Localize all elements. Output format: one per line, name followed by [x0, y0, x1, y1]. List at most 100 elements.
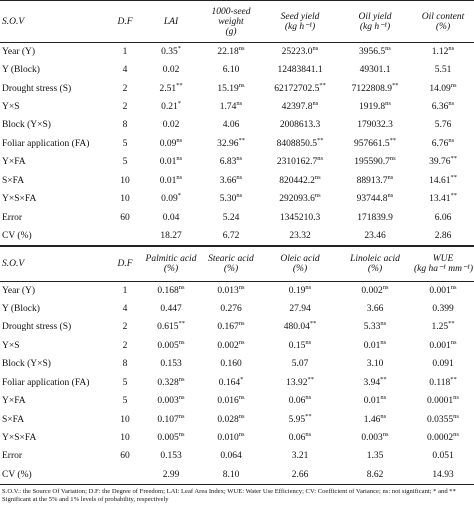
significance: ** [450, 375, 457, 383]
value: 2.86 [434, 230, 452, 241]
cell: 0.003ns [338, 429, 412, 447]
cell: 0.001ns [412, 337, 474, 355]
significance: * [177, 44, 181, 52]
value: 2.51 [159, 83, 177, 94]
value: 3.10 [366, 359, 384, 370]
source: Error [0, 208, 108, 226]
header-line: (%) [292, 263, 308, 274]
source: Y×S [0, 337, 108, 355]
header-row: S.O.V D.F Palmitic acid (%) Stearic acid (%) O… [0, 246, 474, 282]
significance: ns [448, 100, 455, 108]
value: 0.06 [288, 433, 306, 444]
column-header: S.O.V [0, 246, 108, 281]
value: 32.96 [217, 138, 239, 149]
cell: 0.09* [142, 190, 200, 208]
significance: ** [176, 81, 183, 89]
cell: 0.091 [412, 355, 474, 373]
significance: ** [309, 320, 317, 328]
significance: ns [382, 283, 389, 291]
value: 27.94 [289, 303, 311, 314]
significance: ns [450, 81, 457, 89]
row: Foliar application (FA) 5 0.09ns 32.96** 840… [0, 135, 474, 153]
value: Y (Block) [2, 303, 40, 314]
body: Year (Y) 1 0.168ns 0.013ns 0.19ns 0.002ns 0.00… [0, 281, 474, 485]
cell: 5 [108, 374, 142, 392]
significance: ns [453, 412, 459, 420]
cell: 5.95** [262, 410, 338, 428]
value: 0.399 [432, 303, 454, 314]
value: 49301.1 [359, 65, 391, 76]
column-header: Palmitic acid (%) [142, 246, 200, 281]
source: Y×S×FA [0, 190, 108, 208]
value: 0.01 [159, 157, 177, 168]
cell: 0.028ns [200, 410, 262, 428]
value: 93744.8 [356, 194, 388, 205]
header-line: WUE [432, 253, 454, 264]
cell: 6.83ns [200, 153, 262, 171]
value: 2.99 [162, 469, 180, 480]
significance: ns [238, 338, 245, 346]
value: 14.61 [429, 175, 451, 186]
header-line: (g) [225, 26, 237, 37]
significance: ns [178, 283, 185, 291]
cell: 1 [108, 281, 142, 299]
row: Y (Block) 4 0.02 6.10 12483841.1 49301.1 5.51 [0, 61, 474, 79]
value: 18.27 [160, 230, 182, 241]
value: 2 [122, 102, 128, 113]
cell: 23.32 [262, 227, 338, 245]
value: 3.21 [291, 451, 309, 462]
cell: 0.051 [412, 447, 474, 465]
significance: ns [387, 173, 394, 181]
column-header: D.F [108, 246, 142, 281]
cell: 0.19ns [262, 281, 338, 299]
cell: 88913.7ns [338, 172, 412, 190]
value: S×FA [2, 414, 25, 425]
significance: * [240, 375, 244, 383]
value: 3956.5 [359, 46, 386, 57]
value: 5 [122, 377, 128, 388]
column-header: WUE (kg ha⁻¹ mm⁻¹) [412, 246, 474, 281]
cell: 6.36ns [412, 98, 474, 116]
cell: 2.66 [262, 466, 338, 484]
cell: 10 [108, 410, 142, 428]
cell: 25223.0ns [262, 43, 338, 61]
value: 39.76 [429, 157, 451, 168]
significance: ns [453, 431, 459, 439]
cell: 2 [108, 98, 142, 116]
value: CV (%) [2, 469, 32, 480]
cell: 820442.2ns [262, 172, 338, 190]
cell: 0.21* [142, 98, 200, 116]
row: Block (Y×S) 8 0.153 0.160 5.07 3.10 0.091 [0, 355, 474, 373]
cell: 5 [108, 392, 142, 410]
value: 0.01 [363, 340, 381, 351]
header-line: Oil content [421, 11, 465, 22]
cell: 3.21 [262, 447, 338, 465]
cell: 0.02 [142, 116, 200, 134]
significance: ns [176, 136, 183, 144]
cell: 2 [108, 79, 142, 97]
header-line: (kg h⁻¹) [359, 21, 391, 32]
value: 60 [120, 451, 130, 462]
significance: ns [448, 136, 455, 144]
cell: 8.62 [338, 466, 412, 484]
significance: ns [238, 320, 245, 328]
significance: ** [450, 155, 457, 163]
cell: 15.19ns [200, 79, 262, 97]
cell: 0.001ns [412, 281, 474, 299]
row: Block (Y×S) 8 0.02 4.06 2008613.3 179032.3 5.7… [0, 116, 474, 134]
cell: 10 [108, 429, 142, 447]
cell: 0.016ns [200, 392, 262, 410]
significance: ** [316, 136, 324, 144]
value: 0.35 [161, 46, 178, 57]
cell: 0.06ns [262, 429, 338, 447]
row: Error 60 0.04 5.24 1345210.3 171839.9 6.06 [0, 208, 474, 226]
value: 820442.2 [279, 175, 315, 186]
value: 4.06 [222, 120, 240, 131]
value: 957661.5 [353, 138, 390, 149]
cell: 0.01ns [338, 392, 412, 410]
value: 7122808.9 [351, 83, 392, 94]
value: 10 [120, 414, 130, 425]
cell: 1.12ns [412, 43, 474, 61]
significance: ns [389, 155, 396, 163]
cell: 0.399 [412, 300, 474, 318]
